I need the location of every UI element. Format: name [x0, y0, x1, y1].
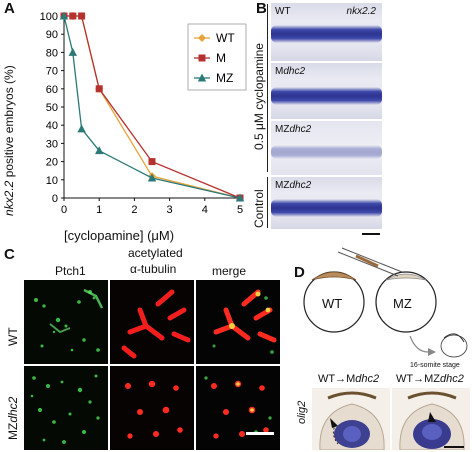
b-control-label: Control — [252, 189, 266, 228]
c-row-mz-label: MZdhc2 — [6, 396, 20, 440]
d-olig2-label: olig2 — [296, 400, 308, 424]
y-tick-label: 20 — [46, 157, 58, 169]
b-strip-4: MZdhc2 — [271, 177, 382, 229]
d-mz-label: MZ — [393, 296, 412, 311]
c-header-acetylated: acetylated — [128, 246, 183, 260]
b-treatment-label: 0.5 μM cyclopamine — [252, 43, 266, 150]
x-tick-label: 3 — [167, 204, 173, 216]
b-band-2 — [271, 87, 382, 105]
point-m — [78, 12, 86, 20]
y-tick-label: 40 — [46, 120, 58, 132]
d-section-right-image — [392, 388, 470, 450]
b-band-1 — [271, 25, 382, 43]
x-axis-label: [cyclopamine] (μM) — [64, 228, 175, 243]
point-mz — [235, 193, 245, 202]
b-scale-bar — [362, 233, 380, 235]
point-mz — [147, 173, 157, 182]
panel-d-label: D — [294, 264, 305, 281]
panel-b-label: B — [256, 0, 267, 17]
y-tick-label: 10 — [46, 175, 58, 187]
b-bracket-control — [267, 177, 268, 228]
point-mz — [95, 146, 104, 155]
d-transplant-diagram — [303, 247, 468, 358]
y-axis-label: nkx2.2 positive embryos (%) — [2, 65, 16, 216]
y-axis-gene: nkx2.2 — [2, 180, 16, 216]
y-tick-label: 90 — [46, 29, 58, 41]
b-strip-3: MZdhc2 — [271, 121, 382, 175]
b-strip-4-label: MZdhc2 — [275, 180, 312, 191]
point-mz — [68, 47, 77, 56]
y-tick-label: 100 — [40, 11, 58, 23]
c-header-ptch1: Ptch1 — [55, 264, 86, 278]
c-mz-merge-image — [196, 366, 280, 450]
point-mz — [77, 124, 86, 133]
c-mz-tubulin-image — [110, 366, 194, 450]
c-scale-bar — [246, 432, 274, 435]
y-axis-rest: positive embryos (%) — [2, 65, 16, 181]
d-stage-label: 16-somite stage — [410, 362, 460, 369]
b-strip-3-label: MZdhc2 — [275, 124, 312, 135]
b-band-4 — [271, 199, 382, 217]
x-tick-label: 1 — [96, 204, 102, 216]
d-left-section-label: WT→Mdhc2 — [318, 373, 380, 385]
c-wt-merge-image — [196, 280, 280, 364]
b-strip-1-label: WT — [275, 6, 291, 17]
c-wt-ptch1-image — [24, 280, 108, 364]
y-tick-label: 0 — [52, 193, 58, 205]
y-tick-label: 50 — [46, 102, 58, 114]
d-scale-bar — [444, 446, 464, 448]
legend-box — [187, 23, 247, 91]
x-tick-label: 4 — [202, 204, 208, 216]
legend-marker-m — [198, 54, 206, 62]
c-row-wt-label: WT — [6, 327, 20, 346]
y-tick-label: 80 — [46, 47, 58, 59]
series-line-mz — [63, 15, 241, 199]
y-tick-label: 60 — [46, 84, 58, 96]
c-mz-ptch1-image — [24, 366, 108, 450]
d-section-left-image — [312, 388, 390, 450]
legend-label-m: M — [216, 51, 226, 65]
b-strip-1: WT nkx2.2 — [271, 3, 382, 61]
point-m — [69, 12, 77, 20]
b-bracket-treatment — [267, 4, 268, 172]
point-m — [148, 158, 156, 166]
legend-label-wt: WT — [216, 31, 235, 45]
x-tick-label: 2 — [131, 204, 137, 216]
legend-label-mz: MZ — [216, 71, 233, 85]
b-gene-label: nkx2.2 — [346, 6, 376, 17]
b-strip-2-label: Mdhc2 — [275, 66, 306, 77]
d-wt-label: WT — [322, 296, 343, 311]
x-tick-label: 0 — [61, 204, 67, 216]
c-header-tubulin: α-tubulin — [130, 262, 177, 276]
y-tick-label: 30 — [46, 138, 58, 150]
legend-marker-mz — [197, 73, 207, 82]
b-band-3 — [271, 145, 382, 159]
b-strip-2: Mdhc2 — [271, 63, 382, 119]
panel-a-label: A — [4, 0, 15, 17]
point-m — [95, 85, 103, 93]
panel-c-label: C — [4, 246, 15, 263]
chart-a: 0 10 20 30 40 50 60 70 80 90 100 0 1 2 3 4 5 WT M MZ — [40, 11, 247, 216]
point-mz — [59, 11, 69, 20]
c-header-merge: merge — [212, 264, 247, 278]
y-tick-label: 70 — [46, 66, 58, 78]
x-tick-label: 5 — [237, 204, 243, 216]
d-right-section-label: WT→MZdhc2 — [396, 373, 464, 385]
panel-b-images: WT nkx2.2 Mdhc2 MZdhc2 MZdhc2 — [271, 3, 382, 229]
c-wt-tubulin-image — [110, 280, 194, 364]
legend-marker-wt — [198, 34, 206, 42]
